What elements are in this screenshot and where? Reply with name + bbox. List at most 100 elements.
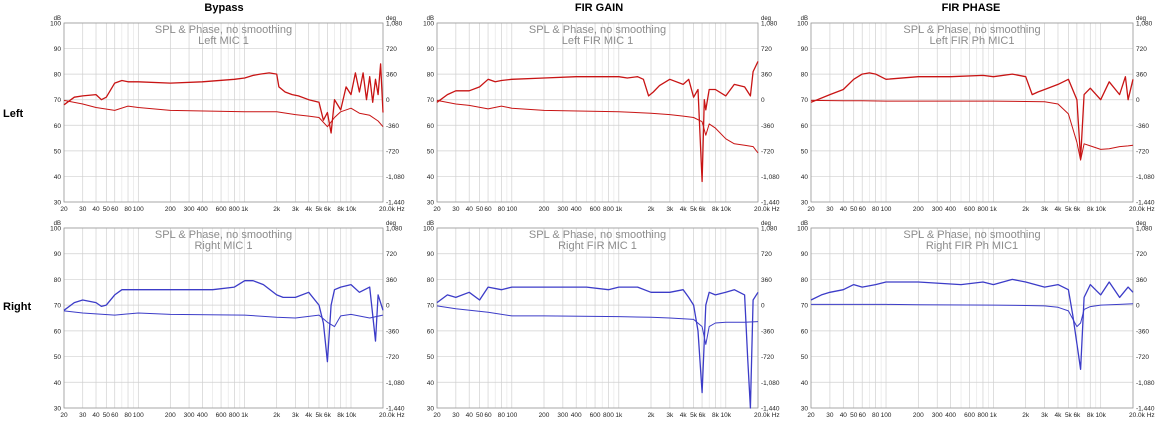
x-tick-label: 800 — [603, 412, 614, 419]
x-tick-label: 300 — [184, 206, 195, 213]
y2-unit-label: deg — [761, 221, 771, 227]
y-tick-label: 40 — [801, 174, 809, 181]
spl-series-line — [436, 286, 759, 409]
x-tick-label: 80 — [872, 206, 880, 213]
y-tick-label: 50 — [427, 354, 435, 361]
x-tick-label: 6k — [699, 412, 707, 419]
x-tick-label: 20 — [433, 206, 441, 213]
x-tick-label: 4k — [305, 412, 313, 419]
y2-tick-label: -720 — [1136, 148, 1149, 155]
y2-unit-label: deg — [386, 16, 396, 22]
y2-tick-label: 360 — [1136, 72, 1147, 79]
x-tick-label: 3k — [292, 206, 300, 213]
x-tick-label: 5k — [316, 206, 324, 213]
chart-title: SPL & Phase, no smoothing — [155, 229, 292, 241]
x-tick-label: 20.0k Hz — [379, 412, 405, 419]
y-tick-label: 70 — [801, 97, 809, 104]
column-header: FIR PHASE — [942, 2, 1001, 14]
x-tick-label: 50 — [850, 206, 858, 213]
y2-tick-label: 720 — [761, 46, 772, 53]
x-tick-label: 40 — [466, 412, 474, 419]
y-tick-label: 80 — [54, 277, 62, 284]
y-tick-label: 40 — [801, 380, 809, 387]
x-tick-label: 300 — [184, 412, 195, 419]
x-tick-label: 20 — [807, 412, 815, 419]
chart-title: SPL & Phase, no smoothing — [529, 229, 666, 241]
y-tick-label: 30 — [801, 200, 809, 207]
x-tick-label: 50 — [476, 412, 484, 419]
y-tick-label: 60 — [427, 123, 435, 130]
spl-series-line — [810, 72, 1134, 160]
y-tick-label: 60 — [801, 328, 809, 335]
x-tick-label: 80 — [498, 412, 506, 419]
spl-series-line — [63, 63, 384, 134]
y-unit-label: dB — [54, 221, 61, 227]
x-tick-label: 600 — [590, 206, 601, 213]
y-unit-label: dB — [801, 16, 808, 22]
x-tick-label: 30 — [452, 206, 460, 213]
x-tick-label: 400 — [945, 412, 956, 419]
x-tick-label: 4k — [680, 412, 688, 419]
plot-frame — [436, 227, 759, 409]
x-tick-label: 2k — [273, 206, 281, 213]
x-tick-label: 1k — [615, 412, 623, 419]
spl-series-line — [810, 278, 1134, 371]
plot-frame — [63, 227, 384, 409]
x-tick-label: 200 — [165, 412, 176, 419]
y-unit-label: dB — [427, 16, 434, 22]
x-tick-label: 3k — [666, 206, 674, 213]
x-tick-label: 3k — [1041, 412, 1049, 419]
x-tick-label: 20 — [807, 206, 815, 213]
y2-tick-label: 0 — [761, 303, 765, 310]
y-tick-label: 50 — [427, 148, 435, 155]
column-header: Bypass — [204, 2, 243, 14]
y-tick-label: 100 — [797, 226, 808, 233]
chart-subtitle: Left FIR MIC 1 — [562, 35, 634, 47]
x-tick-label: 400 — [571, 206, 582, 213]
y-tick-label: 60 — [54, 328, 62, 335]
chart-title: SPL & Phase, no smoothing — [155, 24, 292, 36]
y2-tick-label: -360 — [761, 123, 774, 130]
plot-frame — [810, 22, 1134, 203]
y2-tick-label: 360 — [761, 72, 772, 79]
y-tick-label: 100 — [423, 226, 434, 233]
y2-tick-label: 360 — [386, 277, 397, 284]
x-tick-label: 6k — [324, 206, 332, 213]
x-tick-label: 800 — [603, 206, 614, 213]
x-tick-label: 20.0k Hz — [1129, 206, 1155, 213]
x-tick-label: 600 — [216, 206, 227, 213]
x-tick-label: 1k — [990, 206, 998, 213]
x-tick-label: 8k — [1087, 412, 1095, 419]
y2-tick-label: 1,080 — [1136, 226, 1153, 233]
x-tick-label: 40 — [92, 206, 100, 213]
y2-tick-label: 0 — [386, 303, 390, 310]
x-tick-label: 5k — [690, 412, 698, 419]
x-tick-label: 3k — [292, 412, 300, 419]
y-tick-label: 40 — [427, 174, 435, 181]
chart-subtitle: Left FIR Ph MIC1 — [930, 35, 1015, 47]
x-tick-label: 60 — [859, 206, 867, 213]
x-tick-label: 400 — [571, 412, 582, 419]
x-tick-label: 200 — [913, 206, 924, 213]
x-tick-label: 200 — [539, 412, 550, 419]
plot-area — [437, 23, 758, 202]
y2-tick-label: 0 — [761, 97, 765, 104]
y2-tick-label: 360 — [1136, 277, 1147, 284]
x-tick-label: 600 — [964, 412, 975, 419]
plot-area — [811, 228, 1133, 408]
phase-series-line — [63, 99, 384, 128]
x-tick-label: 1k — [615, 206, 623, 213]
x-tick-label: 5k — [1065, 412, 1073, 419]
x-tick-label: 200 — [165, 206, 176, 213]
y-tick-label: 40 — [427, 380, 435, 387]
y-tick-label: 30 — [427, 200, 435, 207]
x-tick-label: 800 — [978, 412, 989, 419]
x-tick-label: 800 — [229, 206, 240, 213]
x-tick-label: 10k — [1095, 412, 1106, 419]
plot-frame — [436, 22, 759, 203]
y-tick-label: 40 — [54, 380, 62, 387]
y-tick-label: 80 — [427, 72, 435, 79]
x-tick-label: 50 — [103, 412, 111, 419]
x-tick-label: 20 — [60, 412, 68, 419]
